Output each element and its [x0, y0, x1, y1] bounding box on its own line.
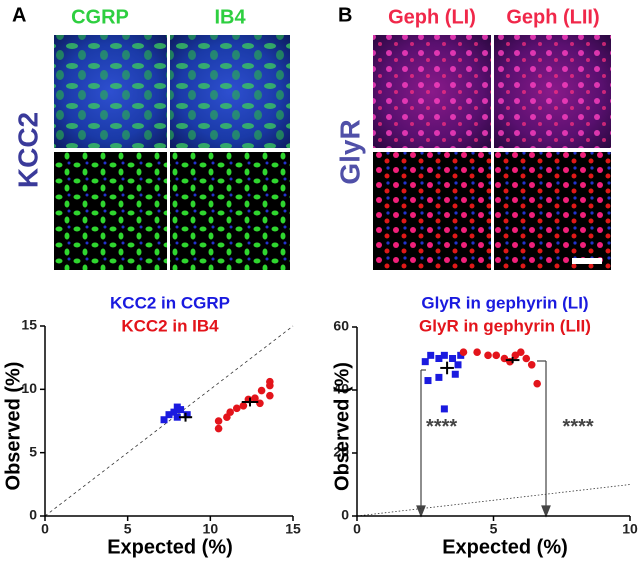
- point: [440, 405, 448, 413]
- point: [226, 408, 234, 416]
- legend-label: GlyR in gephyrin (LII): [419, 316, 591, 335]
- image-column-label: CGRP: [71, 6, 129, 28]
- point: [257, 386, 266, 395]
- point: [457, 351, 465, 359]
- point: [421, 358, 429, 366]
- legend-label: GlyR in gephyrin (LI): [421, 293, 588, 312]
- point: [183, 411, 191, 419]
- panel-b-images: [373, 35, 611, 270]
- identity-line: [44, 325, 294, 517]
- panel-a-images: [54, 35, 290, 270]
- point: [435, 355, 443, 362]
- point: [170, 408, 178, 416]
- x-axis-label: Expected (%): [442, 536, 568, 558]
- x-tick-label: 0: [41, 521, 49, 537]
- point: [239, 402, 248, 410]
- y-tick-label: 40: [333, 381, 349, 397]
- y-tick-label: 15: [21, 317, 37, 333]
- x-tick-label: 5: [490, 521, 498, 537]
- point: [160, 416, 168, 424]
- point: [214, 424, 223, 433]
- x-tick-label: 5: [124, 521, 132, 537]
- point: [173, 413, 181, 421]
- point: [232, 404, 241, 413]
- point: [454, 361, 462, 369]
- point: [256, 399, 264, 408]
- point: [424, 377, 432, 385]
- point: [492, 351, 501, 360]
- point: [266, 391, 274, 400]
- image-row-label: KCC2: [12, 112, 43, 188]
- y-tick-label: 0: [29, 507, 37, 523]
- point: [165, 411, 173, 419]
- image-row-label: GlyR: [334, 119, 365, 184]
- point: [435, 373, 443, 381]
- x-tick-label: 15: [285, 521, 301, 537]
- identity-line: [356, 484, 631, 517]
- image-column-label: IB4: [214, 6, 246, 28]
- y-tick-label: 60: [333, 318, 349, 334]
- y-tick-label: 20: [333, 444, 349, 460]
- image-column-label: Geph (LII): [506, 6, 599, 28]
- point: [214, 417, 223, 425]
- y-axis-label: Observed (%): [2, 362, 24, 491]
- y-tick-label: 0: [341, 507, 349, 523]
- point: [266, 377, 274, 386]
- annotation: ****: [563, 416, 594, 438]
- x-tick-label: 10: [622, 521, 638, 537]
- point: [440, 351, 448, 359]
- significance-brackets: [416, 360, 551, 518]
- y-tick-label: 5: [29, 443, 37, 459]
- point: [251, 394, 259, 403]
- point: [533, 379, 541, 388]
- point: [459, 348, 468, 357]
- x-tick-label: 10: [203, 521, 219, 537]
- image-column-label: Geph (LI): [388, 6, 476, 28]
- point: [473, 348, 481, 357]
- legend-label: KCC2 in IB4: [121, 316, 219, 335]
- point: [449, 355, 457, 362]
- point: [484, 351, 492, 360]
- legend-label: KCC2 in CGRP: [110, 293, 230, 312]
- x-tick-label: 0: [353, 521, 361, 537]
- point: [177, 406, 185, 414]
- point: [522, 354, 531, 363]
- panel-label: B: [338, 4, 352, 26]
- x-axis-label: Expected (%): [107, 536, 233, 558]
- y-tick-label: 10: [21, 380, 37, 396]
- y-axis-label: Observed (%): [331, 362, 353, 491]
- point: [527, 361, 536, 369]
- point: [427, 351, 435, 359]
- annotation: ****: [426, 416, 457, 438]
- point: [451, 370, 459, 378]
- point: [517, 348, 525, 357]
- panel-label: A: [12, 4, 26, 26]
